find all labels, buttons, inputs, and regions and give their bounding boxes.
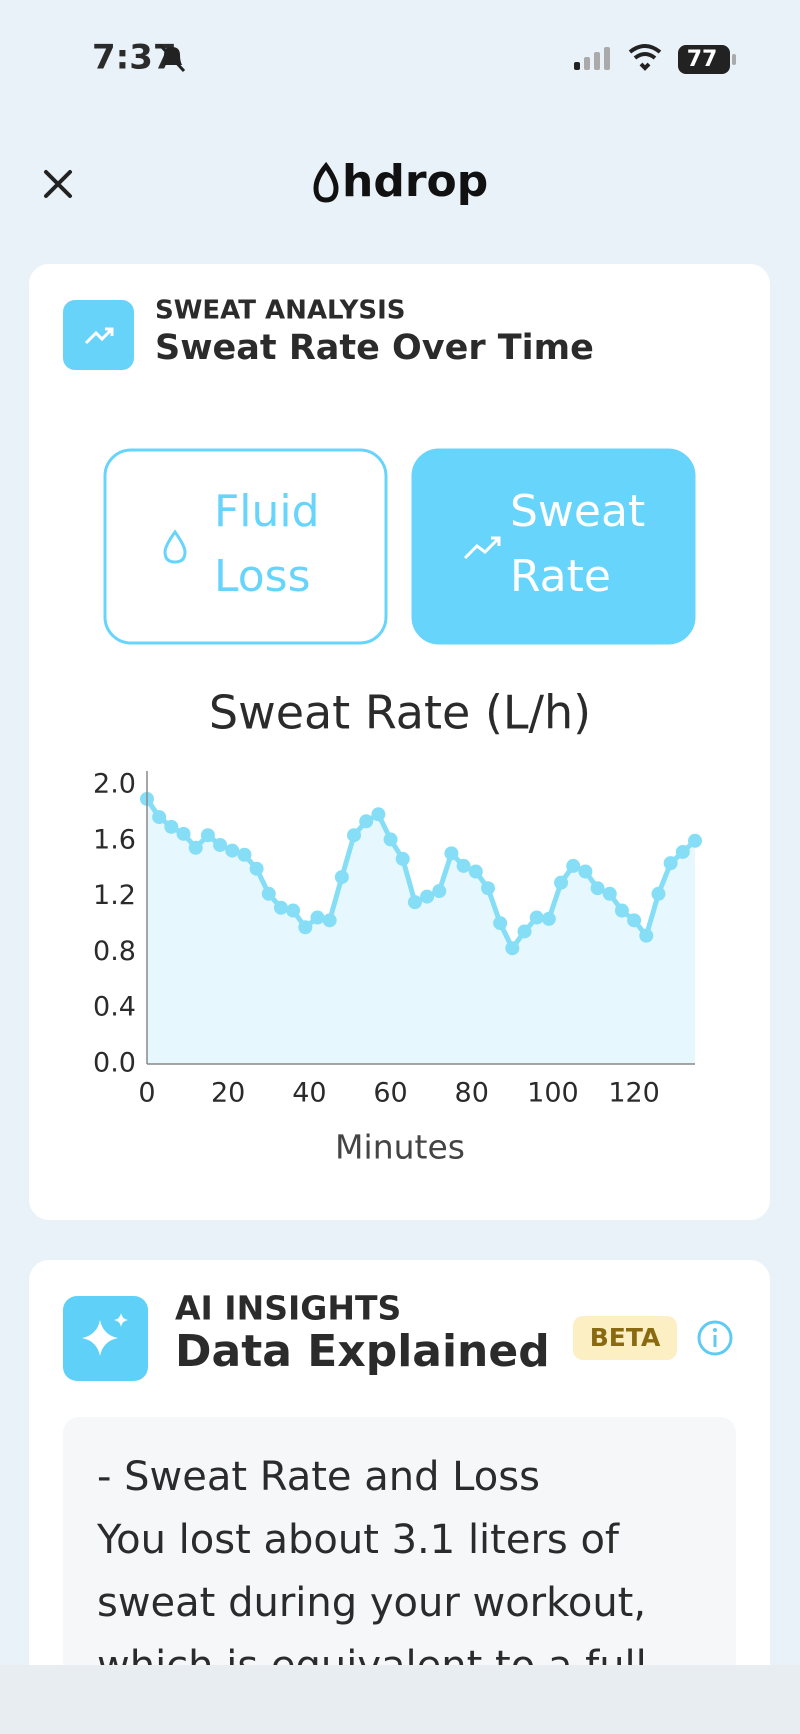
point xyxy=(578,864,593,879)
point xyxy=(383,832,398,847)
logo: hdrop xyxy=(342,156,488,207)
point xyxy=(566,858,581,873)
y-tick-label: 1.6 xyxy=(93,824,136,855)
point xyxy=(688,833,702,848)
point xyxy=(675,844,690,859)
tab-label: Loss xyxy=(214,551,311,602)
tab-label: Rate xyxy=(510,551,611,602)
y-tick-label: 0.8 xyxy=(93,936,136,967)
point xyxy=(286,903,301,918)
point xyxy=(651,886,666,901)
drop-icon xyxy=(163,529,187,564)
x-tick-label: 40 xyxy=(292,1078,326,1109)
bottom-bar xyxy=(0,1665,800,1734)
insights-eyebrow: AI INSIGHTS xyxy=(175,1289,401,1328)
point xyxy=(420,889,435,904)
x-tick-label: 80 xyxy=(455,1078,489,1109)
point xyxy=(614,903,629,918)
point xyxy=(529,910,544,925)
tab-button[interactable] xyxy=(411,448,696,645)
point xyxy=(261,886,276,901)
point xyxy=(590,881,605,896)
point xyxy=(298,920,313,935)
point xyxy=(273,900,288,915)
chart-title: Sweat Rate (L/h) xyxy=(209,686,591,740)
point xyxy=(541,911,556,926)
point xyxy=(407,895,422,910)
point xyxy=(188,840,203,855)
beta-badge xyxy=(573,1316,677,1360)
point xyxy=(200,828,215,843)
x-tick-label: 100 xyxy=(527,1078,579,1109)
point xyxy=(444,846,459,861)
y-tick-label: 0.4 xyxy=(93,992,136,1023)
wifi-icon xyxy=(628,44,662,71)
trend-icon xyxy=(463,536,501,560)
point xyxy=(395,851,410,866)
point xyxy=(237,847,252,862)
point xyxy=(359,814,374,829)
point xyxy=(249,861,264,876)
y-tick-label: 2.0 xyxy=(93,769,136,800)
trend-icon xyxy=(84,327,114,345)
point xyxy=(517,924,532,939)
point xyxy=(225,843,240,858)
battery-tip xyxy=(732,54,736,65)
insight-line: sweat during your workout, xyxy=(97,1580,646,1626)
point xyxy=(152,810,167,825)
insights-title: Data Explained xyxy=(175,1326,550,1377)
point xyxy=(164,819,179,834)
x-tick-label: 20 xyxy=(211,1078,245,1109)
x-axis-title: Minutes xyxy=(335,1128,465,1167)
tab-label: Fluid xyxy=(214,486,320,537)
x-tick-label: 60 xyxy=(373,1078,407,1109)
point xyxy=(505,941,520,956)
signal-icon xyxy=(574,47,610,70)
card-eyebrow: SWEAT ANALYSIS xyxy=(155,296,406,326)
tab-button[interactable] xyxy=(103,448,388,645)
point xyxy=(554,875,569,890)
x-tick-label: 120 xyxy=(608,1078,660,1109)
point xyxy=(468,864,483,879)
insight-line: - Sweat Rate and Loss xyxy=(97,1454,540,1500)
y-tick-label: 0.0 xyxy=(93,1048,136,1079)
beta-label: BETA xyxy=(590,1323,661,1352)
close-button[interactable] xyxy=(44,170,72,198)
point xyxy=(627,913,642,928)
point xyxy=(213,837,228,852)
mute-icon xyxy=(158,43,186,73)
battery-level: 77 xyxy=(687,47,718,72)
info-button[interactable] xyxy=(697,1320,733,1356)
point xyxy=(456,858,471,873)
point xyxy=(663,856,678,871)
insight-line: which is equivalent to a full xyxy=(97,1643,647,1689)
tab-label: Sweat xyxy=(510,486,645,537)
point xyxy=(176,826,191,841)
x-tick-label: 0 xyxy=(138,1078,155,1109)
y-tick-label: 1.2 xyxy=(93,880,136,911)
point xyxy=(310,910,325,925)
point xyxy=(322,913,337,928)
point xyxy=(639,928,654,943)
insights-text-box xyxy=(63,1417,736,1734)
point xyxy=(432,884,447,899)
point xyxy=(493,916,508,931)
insight-line: You lost about 3.1 liters of xyxy=(96,1517,620,1563)
point xyxy=(602,886,617,901)
sparkle-icon xyxy=(82,1313,128,1356)
point xyxy=(480,881,495,896)
status-time: 7:37 xyxy=(92,38,177,78)
battery-icon xyxy=(678,45,730,74)
area xyxy=(147,798,695,1064)
point xyxy=(347,828,362,843)
logo-drop xyxy=(313,161,339,203)
point xyxy=(371,807,386,822)
point xyxy=(334,870,349,885)
card-title: Sweat Rate Over Time xyxy=(155,328,594,368)
